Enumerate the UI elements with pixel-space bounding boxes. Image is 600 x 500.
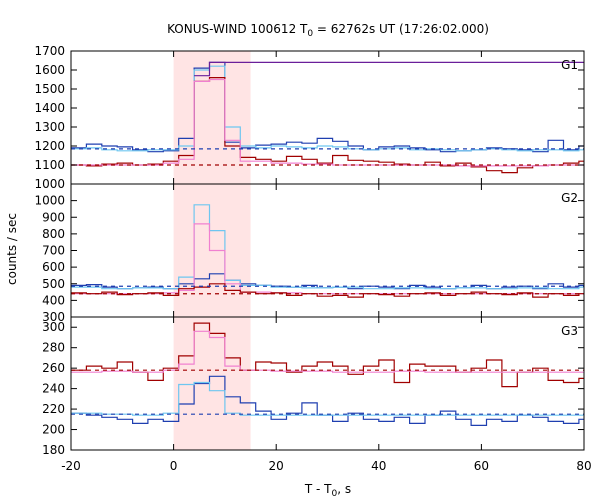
panel-g1: 1000 1100 1200 1300 1400 1500 1600 1700 G1: [34, 44, 585, 191]
y-tick-label: 800: [42, 227, 65, 241]
panel-label: G2: [561, 191, 578, 205]
y-tick-label: 240: [42, 382, 65, 396]
y-tick-label: 300: [42, 320, 65, 334]
y-tick-label: 220: [42, 402, 65, 416]
y-tick-label: 1700: [34, 44, 65, 58]
y-tick-label: 1100: [34, 158, 65, 172]
y-tick-label: 400: [42, 293, 65, 307]
panel-frame-g3: [70, 316, 585, 451]
panel-g2: 300 400 500 600 700 800 900 1000 G2: [34, 183, 585, 324]
x-axis-title: T - T0, s: [304, 482, 351, 499]
series-g3-light-blue: [71, 381, 584, 416]
panel-g3: 180 200 220 240 260 280 300 G3: [42, 316, 585, 457]
series-g3-dark-blue: [71, 375, 584, 426]
series-g1-light-blue: [71, 65, 584, 152]
panel-label: G1: [561, 58, 578, 72]
series-g1-pink: [71, 78, 584, 167]
y-tick-label: 500: [42, 277, 65, 291]
series-g2-dark-red: [71, 283, 584, 298]
x-tick-label: 40: [371, 459, 386, 473]
y-tick-label: 280: [42, 341, 65, 355]
series-g1-dark-red: [71, 77, 584, 174]
y-tick-label: 1400: [34, 101, 65, 115]
y-tick-label: 300: [42, 310, 65, 324]
y-tick-label: 1000: [34, 177, 65, 191]
series-g1-purple: [194, 61, 584, 77]
series-g1-dark-blue: [71, 61, 584, 153]
x-tick-label: 80: [576, 459, 591, 473]
chart-title: KONUS-WIND 100612 T0 = 62762s UT (17:26:…: [167, 22, 489, 39]
y-tick-label: 900: [42, 210, 65, 224]
series-g2-pink: [71, 223, 584, 295]
x-tick-label: -20: [61, 459, 81, 473]
x-tick-label: 60: [474, 459, 489, 473]
y-tick-label: 1000: [34, 194, 65, 208]
y-tick-label: 260: [42, 361, 65, 375]
y-tick-label: 1200: [34, 139, 65, 153]
y-tick-label: 180: [42, 443, 65, 457]
series-g3-pink: [71, 330, 584, 373]
y-axis-title: counts / sec: [5, 213, 19, 285]
panel-frame-g2: [70, 183, 585, 318]
series-g2-light-blue: [71, 204, 584, 290]
x-tick-label: 20: [269, 459, 284, 473]
y-tick-label: 1600: [34, 63, 65, 77]
plot-area: 10001100120013001400150016001700G1300400…: [34, 44, 591, 473]
panel-label: G3: [561, 324, 578, 338]
y-tick-label: 700: [42, 244, 65, 258]
y-tick-label: 1500: [34, 82, 65, 96]
y-tick-label: 600: [42, 260, 65, 274]
x-tick-label: 0: [170, 459, 178, 473]
y-tick-label: 200: [42, 423, 65, 437]
y-tick-label: 1300: [34, 120, 65, 134]
series-g3-dark-red: [71, 322, 584, 388]
